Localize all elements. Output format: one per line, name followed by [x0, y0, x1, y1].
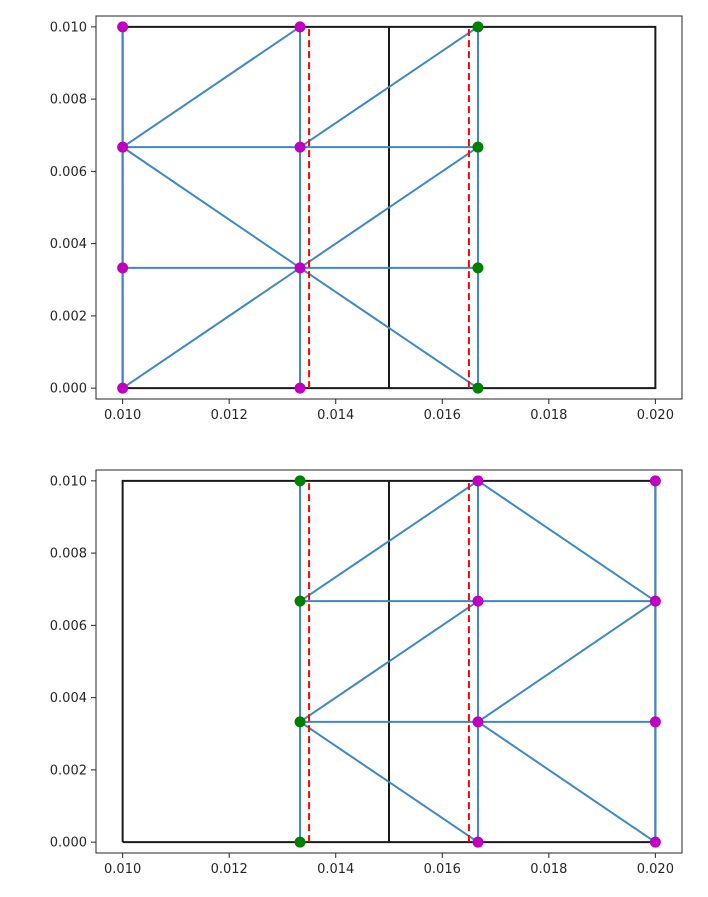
mesh-edge	[299, 266, 479, 390]
node-point-magenta	[117, 141, 129, 153]
x-tick-label: 0.020	[637, 862, 674, 877]
x-tick-label: 0.018	[530, 408, 567, 423]
y-tick-label: 0.008	[50, 93, 87, 108]
y-tick-label: 0.010	[50, 20, 87, 35]
x-tick-label: 0.014	[317, 862, 354, 877]
node-point-magenta	[649, 595, 661, 607]
x-tick-label: 0.016	[424, 862, 461, 877]
x-tick-label: 0.010	[104, 862, 141, 877]
y-tick-label: 0.002	[50, 309, 87, 324]
node-point-green	[294, 595, 306, 607]
mesh-edge	[299, 720, 479, 844]
y-tick-label: 0.004	[50, 237, 87, 252]
node-point-magenta	[472, 475, 484, 487]
node-point-magenta	[294, 382, 306, 394]
node-point-green	[294, 836, 306, 848]
node-point-green	[472, 21, 484, 33]
y-tick-label: 0.000	[50, 382, 87, 397]
y-tick-label: 0.000	[50, 836, 87, 851]
node-point-magenta	[294, 141, 306, 153]
x-tick-label: 0.018	[530, 862, 567, 877]
node-point-magenta	[472, 595, 484, 607]
y-tick-label: 0.010	[50, 474, 87, 489]
axes-frame	[95, 15, 683, 400]
node-point-green	[472, 262, 484, 274]
mesh-edge	[299, 479, 479, 603]
mesh-edge	[476, 600, 657, 723]
node-point-magenta	[117, 21, 129, 33]
mesh-edge	[299, 600, 479, 723]
node-point-green	[294, 716, 306, 728]
node-point-magenta	[649, 836, 661, 848]
x-tick-label: 0.014	[317, 408, 354, 423]
axes-frame	[95, 469, 683, 854]
x-tick-label: 0.016	[424, 408, 461, 423]
y-tick-label: 0.006	[50, 619, 87, 634]
chart-top: 0.010 0.012 0.014 0.016 0.018 0.020 0.000 0.002…	[50, 15, 683, 423]
mesh-edge	[121, 146, 302, 269]
node-point-green	[294, 475, 306, 487]
node-point-magenta	[294, 262, 306, 274]
mesh-edge	[476, 479, 657, 603]
mesh-edge	[476, 720, 657, 844]
mesh-edge	[299, 146, 479, 269]
node-point-magenta	[649, 475, 661, 487]
node-point-green	[472, 382, 484, 394]
y-tick-label: 0.002	[50, 763, 87, 778]
node-point-magenta	[294, 21, 306, 33]
mesh-edge	[121, 25, 302, 149]
mesh-edge	[299, 25, 479, 149]
node-point-magenta	[117, 262, 129, 274]
x-tick-label: 0.010	[104, 408, 141, 423]
chart-bottom: 0.010 0.012 0.014 0.016 0.018 0.020 0.000 0.002…	[50, 469, 683, 877]
x-tick-label: 0.012	[211, 862, 248, 877]
node-point-magenta	[472, 716, 484, 728]
x-tick-label: 0.020	[637, 408, 674, 423]
node-point-magenta	[117, 382, 129, 394]
x-tick-label: 0.012	[211, 408, 248, 423]
node-point-green	[472, 141, 484, 153]
y-tick-label: 0.006	[50, 165, 87, 180]
node-point-magenta	[649, 716, 661, 728]
mesh-edge	[121, 266, 302, 390]
y-tick-label: 0.004	[50, 691, 87, 706]
node-point-magenta	[472, 836, 484, 848]
y-tick-label: 0.008	[50, 547, 87, 562]
